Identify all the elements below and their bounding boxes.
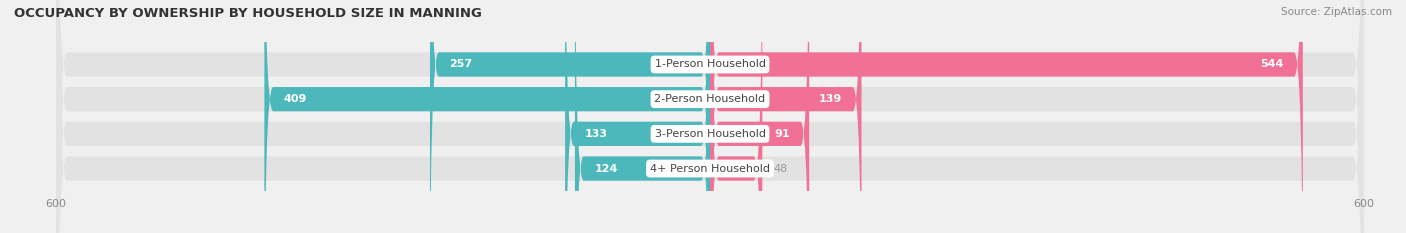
FancyBboxPatch shape bbox=[56, 0, 1364, 233]
Text: 91: 91 bbox=[773, 129, 790, 139]
FancyBboxPatch shape bbox=[264, 0, 710, 233]
Text: 139: 139 bbox=[818, 94, 842, 104]
FancyBboxPatch shape bbox=[710, 0, 810, 233]
FancyBboxPatch shape bbox=[710, 0, 862, 233]
Text: Source: ZipAtlas.com: Source: ZipAtlas.com bbox=[1281, 7, 1392, 17]
FancyBboxPatch shape bbox=[430, 0, 710, 233]
Text: 48: 48 bbox=[773, 164, 787, 174]
FancyBboxPatch shape bbox=[710, 0, 762, 233]
Text: 257: 257 bbox=[450, 59, 472, 69]
FancyBboxPatch shape bbox=[56, 0, 1364, 233]
Text: 4+ Person Household: 4+ Person Household bbox=[650, 164, 770, 174]
FancyBboxPatch shape bbox=[565, 0, 710, 233]
FancyBboxPatch shape bbox=[56, 0, 1364, 233]
FancyBboxPatch shape bbox=[56, 0, 1364, 233]
Text: 133: 133 bbox=[585, 129, 607, 139]
FancyBboxPatch shape bbox=[575, 0, 710, 233]
FancyBboxPatch shape bbox=[710, 0, 1303, 233]
Text: OCCUPANCY BY OWNERSHIP BY HOUSEHOLD SIZE IN MANNING: OCCUPANCY BY OWNERSHIP BY HOUSEHOLD SIZE… bbox=[14, 7, 482, 20]
Text: 1-Person Household: 1-Person Household bbox=[655, 59, 765, 69]
Text: 2-Person Household: 2-Person Household bbox=[654, 94, 766, 104]
Text: 544: 544 bbox=[1260, 59, 1284, 69]
Text: 409: 409 bbox=[284, 94, 308, 104]
Text: 3-Person Household: 3-Person Household bbox=[655, 129, 765, 139]
Text: 124: 124 bbox=[595, 164, 617, 174]
